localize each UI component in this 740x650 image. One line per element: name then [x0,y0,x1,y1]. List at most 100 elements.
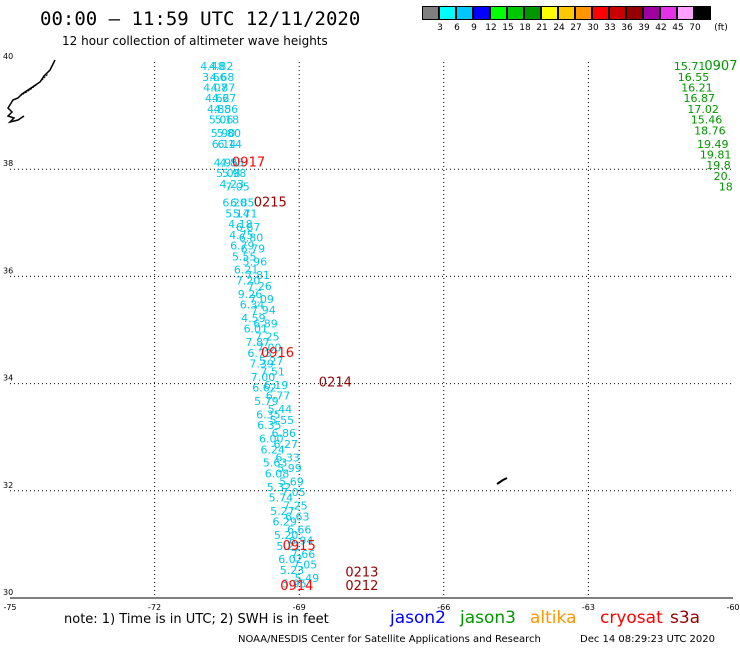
legend-label: 12 [485,23,497,33]
legend-swatch [507,6,524,20]
legend-label: 9 [471,23,477,33]
legend-swatch [694,6,711,20]
satellite-name-cryosat: cryosat [600,608,663,628]
legend-swatch [643,6,660,20]
wave-height-value: 5.27 [270,505,295,518]
wave-height-value: 5.99 [277,462,302,475]
wave-height-value: 7.05 [281,486,306,499]
legend-swatch [558,6,575,20]
legend-swatch [575,6,592,20]
wave-height-value: 7.26 [247,280,272,293]
wave-height-value: 7.09 [249,293,274,306]
legend-label: 3 [437,23,443,33]
wave-height-value: 19.81 [700,148,732,161]
lon-tick-label: -69 [293,603,306,612]
wave-height-value: 6.79 [230,240,255,253]
legend-label: 24 [553,23,565,33]
wave-height-value: 6.66 [287,524,312,537]
legend-label: 30 [587,23,599,33]
wave-height-value: 6.63 [285,510,310,523]
wave-height-value: 5.27 [259,355,284,368]
pass-time-label: 0215 [254,196,287,211]
wave-height-value: 6.14 [218,138,243,151]
wave-height-value: 19.8 [706,159,731,172]
wave-height-value: 5.23 [280,564,305,577]
wave-height-value: 5.32 [267,481,292,494]
pass-time-label: 0915 [283,539,316,554]
wave-height-value: 9.26 [238,288,263,301]
wave-height-value: 4.48 [200,60,225,73]
wave-height-value: 7.66 [291,548,316,561]
wave-height-value: 3.66 [202,71,227,84]
wave-height-value: 16.21 [681,81,713,94]
wave-height-value: 20. [714,170,732,183]
legend-swatch [592,6,609,20]
lon-tick-label: -66 [437,603,450,612]
wave-height-value: 6.01 [244,323,269,336]
legend-label: 15 [502,23,514,33]
wave-height-value: 6.79 [241,242,266,255]
wave-height-value: 5.96 [243,256,268,269]
wave-height-value: 6.85 [230,197,255,210]
wave-height-value: 15.46 [691,114,723,127]
wave-height-value: 4.87 [211,81,236,94]
wave-height-value: 6.21 [234,264,259,277]
wave-height-value: 7.25 [283,500,308,513]
wave-height-value: 7.00 [251,371,276,384]
wave-height-value: 5.95 [282,577,307,590]
wave-height-value: 4.86 [214,103,239,116]
wave-height-value: 7.81 [245,269,270,282]
wave-height-value: 6.67 [236,221,261,234]
legend-swatch [439,6,456,20]
coastline-mainland [6,59,56,124]
wave-height-value: 6.33 [275,451,300,464]
wave-height-value: 15.71 [674,60,706,73]
lat-tick-label: 32 [3,481,13,490]
legend-label: 6 [454,23,460,33]
legend-unit: (ft) [714,23,728,33]
wave-height-value: 4.85 [219,157,244,170]
wave-height-value: 4.59 [241,312,266,325]
wave-height-value: 5.79 [254,395,279,408]
lat-tick-label: 38 [3,159,13,168]
wave-height-value: 5.98 [222,167,247,180]
wave-height-value: 5.90 [211,127,236,140]
wave-height-value: 6.86 [272,427,297,440]
legend-swatch [490,6,507,20]
wave-height-value: 4.95 [214,157,239,170]
wave-height-value: 7.25 [255,331,280,344]
wave-height-value: 5.71 [233,207,258,220]
wave-height-value: 6.62 [252,382,277,395]
grid-lines [10,62,733,598]
lat-tick-label: 40 [3,52,13,61]
footer-note: note: 1) Time is in UTC; 2) SWH is in fe… [64,612,329,627]
wave-height-value: 4.85 [207,103,232,116]
coastline [6,59,508,485]
satellite-name-altika: altika [530,608,577,628]
wave-height-value: 6.24 [260,443,285,456]
wave-height-value: 7.87 [245,336,270,349]
map-subtitle: 12 hour collection of altimeter wave hei… [62,34,328,48]
wave-height-value: 6.80 [239,232,264,245]
timestamp: Dec 14 08:29:23 UTC 2020 [580,634,715,645]
lon-tick-label: -75 [3,603,16,612]
pass-time-label: 0907 [704,59,737,74]
wave-height-value: 7.20 [236,274,261,287]
wave-height-value: 6.94 [289,534,314,547]
legend-swatch [473,6,490,20]
credit-text: NOAA/NESDIS Center for Satellite Applica… [238,634,541,645]
wave-height-value: 5.18 [215,114,240,127]
wave-height-value: 5.08 [216,167,241,180]
wave-height-value: 5.63 [263,457,288,470]
wave-height-value: 5.21 [276,540,301,553]
wave-height-value: 7.05 [225,181,250,194]
bermuda-island [496,477,508,485]
wave-height-value: 4.82 [209,60,234,73]
wave-height-value: 5.80 [217,127,242,140]
wave-height-value: 6.73 [247,347,272,360]
wave-height-value: 6.27 [273,438,298,451]
legend-swatch [541,6,558,20]
wave-height-value: 5.74 [269,492,294,505]
wave-height-value: 18.76 [694,124,726,137]
